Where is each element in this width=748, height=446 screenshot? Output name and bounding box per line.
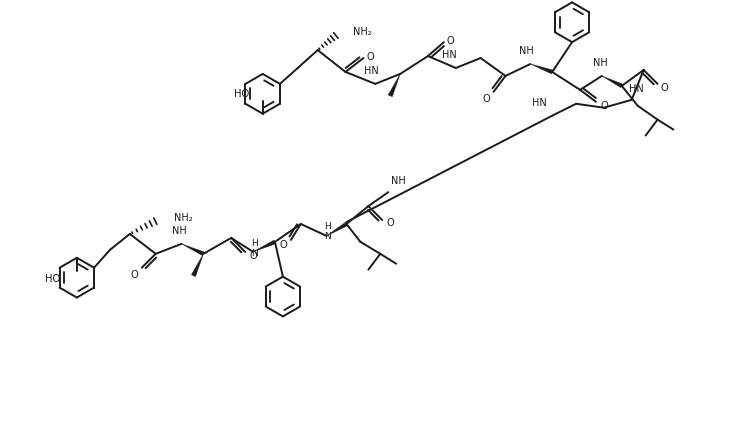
Text: O: O bbox=[249, 251, 257, 261]
Text: O: O bbox=[660, 83, 669, 93]
Text: O: O bbox=[367, 52, 374, 62]
Polygon shape bbox=[253, 240, 276, 252]
Text: O: O bbox=[600, 101, 608, 111]
Text: NH: NH bbox=[391, 176, 406, 186]
Text: O: O bbox=[447, 36, 455, 46]
Polygon shape bbox=[388, 74, 400, 97]
Text: O: O bbox=[482, 94, 491, 104]
Polygon shape bbox=[182, 244, 204, 256]
Text: NH: NH bbox=[172, 226, 187, 236]
Text: NH₂: NH₂ bbox=[174, 213, 192, 223]
Polygon shape bbox=[530, 64, 553, 74]
Text: O: O bbox=[131, 270, 138, 280]
Text: O: O bbox=[279, 240, 286, 250]
Text: H
N: H N bbox=[251, 239, 257, 258]
Text: HN: HN bbox=[443, 50, 457, 60]
Text: NH₂: NH₂ bbox=[354, 27, 372, 37]
Polygon shape bbox=[327, 222, 348, 236]
Polygon shape bbox=[191, 254, 203, 277]
Polygon shape bbox=[602, 76, 622, 87]
Text: NH: NH bbox=[592, 58, 607, 68]
Text: HN: HN bbox=[629, 84, 643, 94]
Text: O: O bbox=[387, 218, 394, 228]
Text: HN: HN bbox=[364, 66, 378, 76]
Text: HN: HN bbox=[533, 98, 548, 108]
Text: HO: HO bbox=[233, 89, 249, 99]
Text: NH: NH bbox=[519, 46, 534, 56]
Text: HO: HO bbox=[45, 274, 60, 284]
Text: H
N: H N bbox=[324, 222, 331, 241]
